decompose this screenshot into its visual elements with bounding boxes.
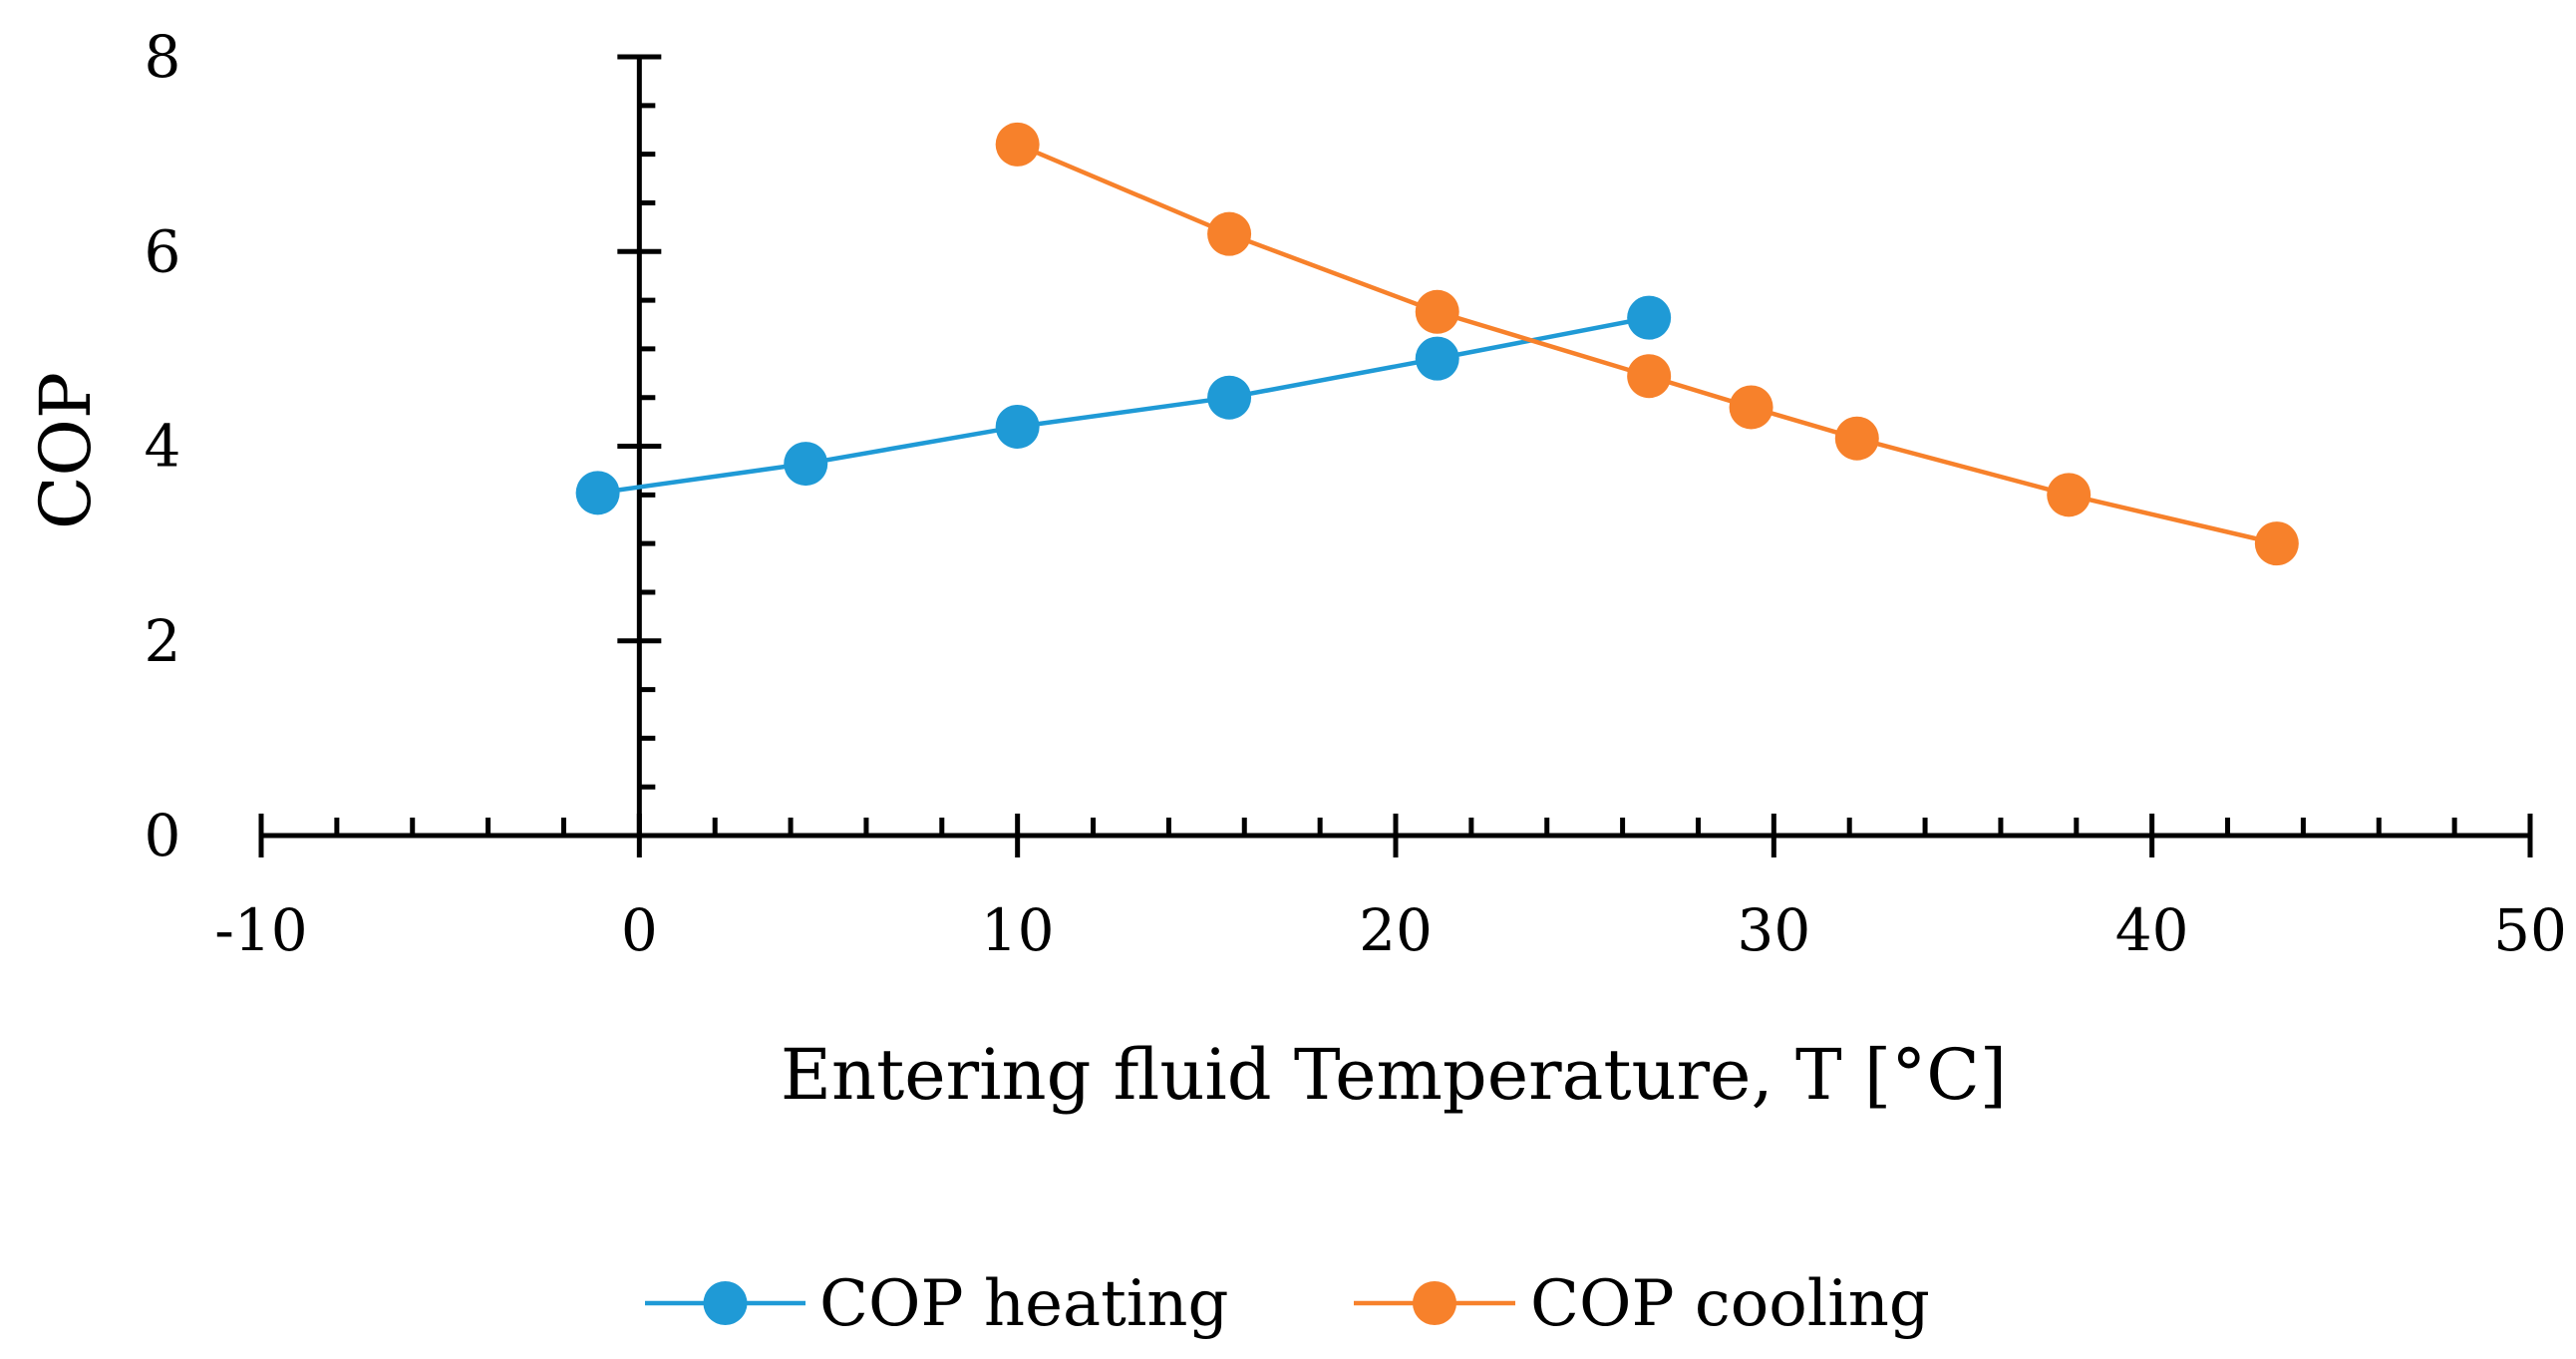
cop-heating-point — [1415, 336, 1459, 381]
x-tick-label: 0 — [621, 896, 658, 964]
series-points — [575, 122, 2299, 566]
y-tick-label: 8 — [145, 23, 181, 91]
cop-heating-point — [1627, 295, 1672, 340]
cop-cooling-point — [995, 122, 1040, 167]
cop-heating-point — [995, 404, 1040, 449]
cop-cooling-point — [2254, 521, 2299, 566]
x-tick-label: 50 — [2493, 896, 2567, 964]
legend-item-cop-heating: COP heating — [645, 1267, 1228, 1341]
x-tick-label: 30 — [1737, 896, 1810, 964]
x-axis-title: Entering fluid Temperature, T [°C] — [781, 1034, 2007, 1116]
y-tick-label: 6 — [145, 217, 181, 285]
cop-cooling-point — [1729, 385, 1773, 430]
y-tick-label: 2 — [145, 607, 181, 675]
cop-heating-line — [597, 315, 1650, 496]
series-lines — [597, 142, 2278, 546]
legend-marker — [703, 1281, 748, 1325]
y-tick-label: 0 — [145, 802, 181, 869]
cop-heating-point — [784, 442, 828, 487]
legend-marker — [1413, 1281, 1456, 1325]
x-tick-label: 40 — [2115, 896, 2189, 964]
x-tick-label: -10 — [214, 896, 307, 964]
legend-item-cop-cooling: COP cooling — [1354, 1267, 1930, 1341]
cop-cooling-point — [1834, 416, 1879, 461]
cop-cooling-point — [1627, 354, 1672, 399]
x-tick-label: 10 — [981, 896, 1055, 964]
cop-cooling-point — [1415, 289, 1459, 334]
legend-label: COP heating — [819, 1267, 1228, 1341]
cop-cooling-point — [1207, 211, 1252, 256]
y-axis-title: COP — [25, 372, 107, 529]
y-tick-label: 4 — [145, 413, 181, 481]
cop-cooling-point — [2047, 473, 2092, 517]
axes: -10 0 10 20 30 40 50 0 2 4 6 8 — [145, 23, 2567, 964]
legend-label: COP cooling — [1530, 1267, 1930, 1341]
cop-heating-point — [1207, 375, 1252, 420]
legend: COP heating COP cooling — [645, 1267, 1930, 1341]
x-tick-label: 20 — [1359, 896, 1433, 964]
cop-heating-point — [575, 471, 620, 515]
cop-cooling-line — [1016, 142, 2278, 546]
